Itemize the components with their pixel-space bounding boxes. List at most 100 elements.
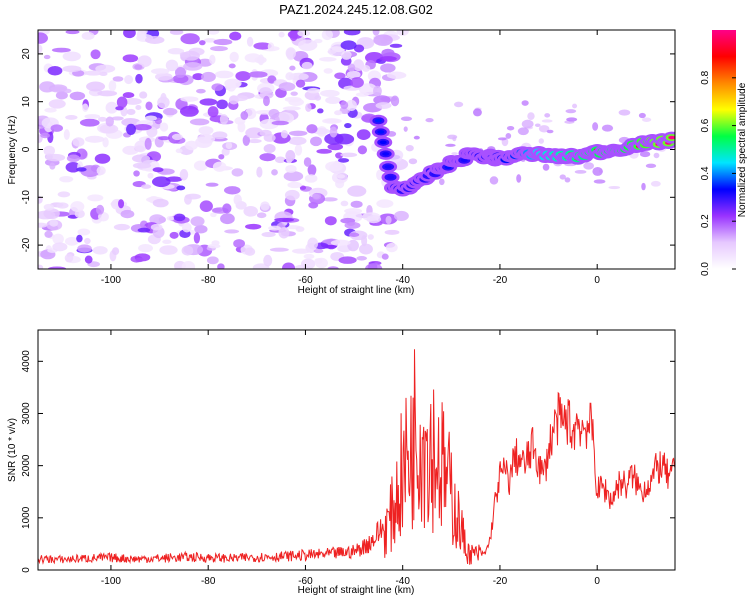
noise-blob [546,129,554,134]
noise-blob [346,70,361,79]
noise-blob [379,56,397,62]
noise-blob [451,152,458,156]
noise-blob [601,124,614,132]
noise-blob [233,194,242,206]
noise-blob [393,210,409,221]
noise-blob [150,68,170,75]
noise-blob [64,236,79,246]
noise-blob [90,49,101,60]
noise-blob [347,63,356,72]
noise-blob [84,237,91,245]
noise-blob [198,126,214,135]
noise-blob [193,160,208,171]
noise-blob [356,256,368,261]
noise-blob [403,126,408,132]
noise-blob [641,182,646,191]
noise-blob [86,81,106,92]
noise-blob [65,30,80,35]
noise-blob [159,245,178,255]
noise-blob [45,153,66,162]
noise-blob [592,167,603,176]
snr-ylabel: SNR (10 * v/v) [7,418,18,482]
noise-blob [295,226,305,232]
noise-blob [95,204,105,215]
noise-blob [233,239,245,248]
noise-blob [217,263,225,269]
noise-blob [183,62,203,71]
noise-blob [373,85,382,97]
noise-blob [289,30,298,42]
noise-blob [43,203,55,211]
noise-blob [385,242,398,253]
noise-blob [56,202,69,209]
noise-blob [425,117,434,123]
noise-blob [376,199,394,208]
noise-blob [196,88,206,94]
noise-blob [213,38,233,46]
noise-blob [192,73,204,81]
noise-blob [534,123,541,127]
noise-blob [219,114,229,125]
noise-blob [386,71,407,79]
noise-blob [40,132,50,139]
noise-blob [344,221,361,229]
noise-blob [49,219,59,227]
noise-blob [209,54,216,65]
noise-blob [283,171,304,182]
colorbar-tick-label: 0.8 [700,70,711,84]
noise-blob [256,212,267,219]
noise-blob [145,101,153,111]
noise-blob [70,201,85,212]
noise-blob [179,51,190,58]
noise-blob [38,264,44,269]
noise-blob [271,120,289,126]
noise-blob [323,68,333,74]
noise-blob [138,244,154,253]
noise-blob [348,232,360,237]
noise-blob [288,72,309,81]
noise-blob [137,227,151,233]
noise-blob [44,107,57,113]
noise-blob [358,83,378,95]
noise-blob [132,162,152,169]
noise-blob [353,44,365,53]
colorbar-tick-label: 0.4 [700,166,711,180]
noise-blob [165,59,179,72]
noise-blob [263,144,276,154]
noise-blob [263,254,273,267]
signal-blob [387,175,395,180]
noise-blob [231,168,244,177]
colorbar-gradient [712,30,736,269]
noise-blob [337,158,350,163]
noise-blob [205,182,219,187]
noise-blob [280,129,288,139]
noise-blob [180,96,199,102]
noise-blob [329,126,338,138]
noise-blob [210,212,217,218]
noise-blob [445,143,456,147]
noise-blob [267,42,275,51]
noise-blob [618,109,631,116]
noise-blob [59,175,74,183]
noise-blob [135,105,142,110]
x-tick-label: -40 [395,275,410,286]
x-tick-label: -100 [101,576,121,587]
noise-blob [244,247,256,256]
noise-blob [223,186,241,195]
noise-blob [294,144,303,156]
y-tick-label: 0 [21,567,32,573]
noise-blob [306,124,318,134]
noise-blob [152,167,164,173]
noise-blob [233,95,249,102]
noise-blob [608,185,621,190]
noise-blob [174,67,187,78]
noise-blob [325,161,343,172]
noise-blob [176,185,186,191]
x-tick-label: 0 [594,275,600,286]
noise-blob [381,48,395,58]
noise-blob [203,38,217,43]
heatmap-ylabel: Frequency (Hz) [7,116,18,185]
noise-blob [84,70,103,76]
snr-series-line [38,349,675,565]
